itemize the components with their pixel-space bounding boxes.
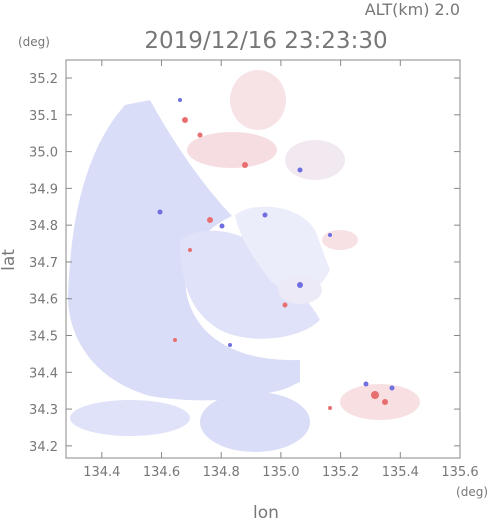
echo [340, 384, 420, 420]
altitude-label: ALT(km) 2.0 [365, 0, 460, 19]
echo [187, 132, 277, 168]
x-tick-label: 134.6 [143, 465, 180, 480]
x-tick-label: 134.8 [203, 465, 240, 480]
y-tick-label: 34.3 [29, 403, 58, 418]
y-tick-label: 34.4 [29, 366, 58, 381]
x-tick-label: 134.4 [83, 465, 120, 480]
chart-title: 2019/12/16 23:23:30 [144, 28, 387, 54]
echo [200, 358, 300, 394]
x-unit: (deg) [456, 485, 488, 499]
y-tick-label: 34.8 [29, 219, 58, 234]
y-tick-label: 34.5 [29, 330, 58, 345]
echo [230, 70, 286, 130]
y-tick-label: 34.9 [29, 182, 58, 197]
x-axis-label: lon [253, 503, 279, 521]
y-unit: (deg) [18, 35, 50, 49]
y-tick-label: 34.2 [29, 440, 58, 455]
x-tick-label: 135.4 [382, 465, 419, 480]
echo [70, 400, 190, 436]
echo [200, 392, 310, 452]
y-tick-label: 35.0 [29, 146, 58, 161]
radar-echoes [68, 70, 420, 452]
echo [180, 230, 320, 339]
echo [285, 140, 345, 180]
echo-spots [157, 98, 395, 410]
echo [235, 206, 330, 294]
y-tick-label: 35.2 [29, 72, 58, 87]
x-tick-label: 135.0 [262, 465, 299, 480]
plot-frame [65, 59, 461, 459]
y-tick-label: 34.7 [29, 256, 58, 271]
echo [322, 230, 358, 250]
y-tick-label: 35.1 [29, 109, 58, 124]
y-axis-label: lat [0, 249, 19, 271]
echo [278, 276, 322, 304]
y-tick-label: 34.6 [29, 293, 58, 308]
x-tick-label: 135.6 [441, 465, 478, 480]
x-tick-label: 135.2 [322, 465, 359, 480]
